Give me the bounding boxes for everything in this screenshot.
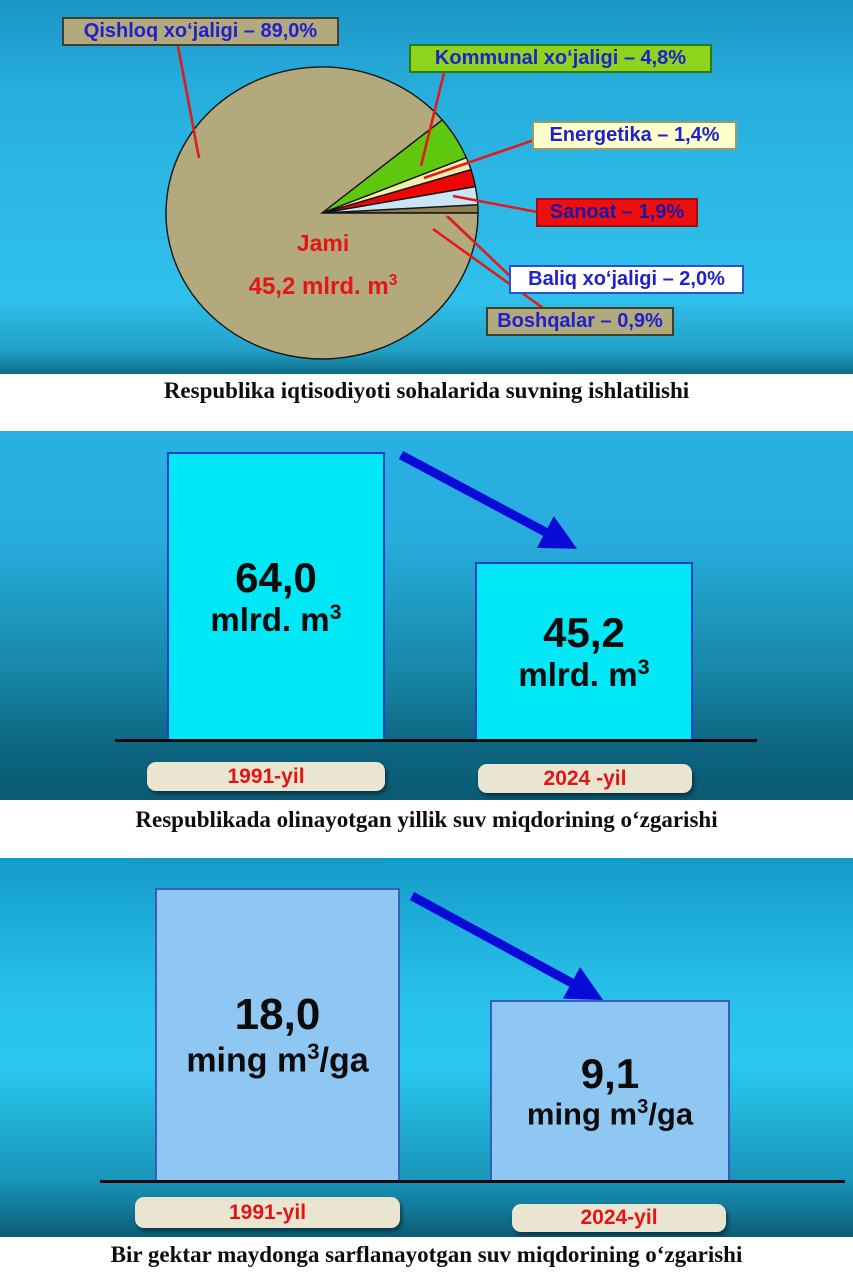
pie-caption: Respublika iqtisodiyoti sohalarida suvni… xyxy=(0,374,853,431)
bar-annual-1991-unit: mlrd. m3 xyxy=(210,600,342,639)
bar-hectare-2024-value: 9,1 xyxy=(580,1049,640,1097)
callout-line-sanoat xyxy=(452,194,538,214)
pie-total-unit: mlrd. m xyxy=(302,273,389,300)
bar-hectare-2024: 9,1 ming m3/ga xyxy=(490,1000,730,1183)
pie-chart xyxy=(165,45,544,360)
bar-annual-2024: 45,2 mlrd. m3 xyxy=(475,562,693,742)
bar-hectare-1991-unit: ming m3/ga xyxy=(186,1038,369,1079)
axis-baseline xyxy=(100,1180,845,1183)
pie-total-label: Jami 45,2 mlrd. m3 xyxy=(197,230,449,301)
pie-total-unit-sup: 3 xyxy=(388,272,398,289)
annual-arrow-layer xyxy=(398,451,578,549)
bar-hectare-2024-unit: ming m3/ga xyxy=(526,1096,694,1132)
year-label-2024: 2024 -yil xyxy=(478,764,692,793)
water-usage-pie-panel: Jami 45,2 mlrd. m3 Qishloq xo‘jaligi – 8… xyxy=(0,0,853,374)
pie-total-value: 45,2 mlrd. m3 xyxy=(197,272,449,301)
pie-total-number: 45,2 xyxy=(248,273,296,300)
callout-line-boshqalar xyxy=(432,227,544,310)
callout-label-sanoat: Sanoat – 1,9% xyxy=(536,198,698,227)
callout-line-energetika xyxy=(423,138,535,180)
pie-slice-qishloq xyxy=(165,66,479,360)
callout-label-energetika: Energetika – 1,4% xyxy=(532,121,737,150)
callout-line-qishloq xyxy=(176,45,201,159)
bar-hectare-1991-value: 18,0 xyxy=(234,990,321,1040)
callout-line-baliq xyxy=(446,215,512,278)
callout-label-boshqalar: Boshqalar – 0,9% xyxy=(486,307,674,336)
bar-annual-2024-value: 45,2 xyxy=(543,608,625,656)
bar-annual-2024-unit: mlrd. m3 xyxy=(518,655,650,694)
year-label-1991: 1991-yil xyxy=(147,762,385,791)
year-label-2024: 2024-yil xyxy=(512,1204,726,1232)
callout-label-kommunal: Kommunal xo‘jaligi – 4,8% xyxy=(409,44,712,73)
axis-baseline xyxy=(115,739,757,742)
annual-water-chart-panel: 64,0 mlrd. m3 45,2 mlrd. m3 1991-yil 202… xyxy=(0,431,853,800)
year-label-1991: 1991-yil xyxy=(135,1197,400,1228)
hectare-caption: Bir gektar maydonga sarflanayotgan suv m… xyxy=(0,1237,853,1280)
bar-hectare-1991: 18,0 ming m3/ga xyxy=(155,888,400,1183)
callout-label-baliq: Baliq xo‘jaligi – 2,0% xyxy=(509,265,744,294)
annual-caption: Respublikada olinayotgan yillik suv miqd… xyxy=(0,800,853,858)
per-hectare-chart-panel: 18,0 ming m3/ga 9,1 ming m3/ga 1991-yil … xyxy=(0,858,853,1237)
decrease-arrow-icon xyxy=(398,451,578,549)
decrease-arrow-icon xyxy=(409,892,604,1001)
bar-annual-1991-value: 64,0 xyxy=(235,553,317,601)
pie-total-title: Jami xyxy=(296,230,350,256)
callout-line-kommunal xyxy=(419,72,446,167)
bar-annual-1991: 64,0 mlrd. m3 xyxy=(167,452,385,742)
callout-label-qishloq: Qishloq xo‘jaligi – 89,0% xyxy=(62,17,339,46)
